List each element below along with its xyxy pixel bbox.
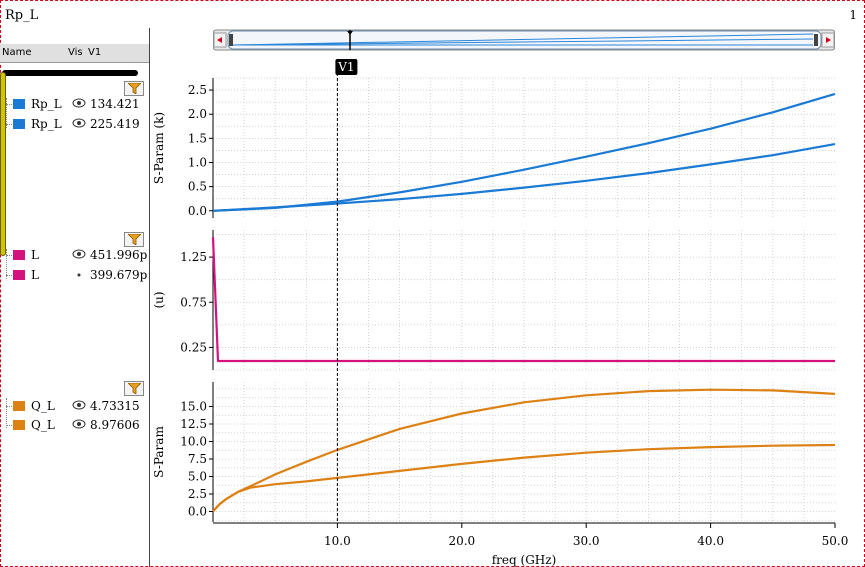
- y-tick-label: 1.25: [180, 250, 207, 264]
- selected-group-bar[interactable]: [0, 72, 6, 256]
- cursor-label: V1: [337, 60, 354, 74]
- y-axis-label: (u): [152, 291, 166, 308]
- cursor-value: 4.73315: [90, 399, 140, 413]
- cursor-label-box[interactable]: [335, 59, 358, 75]
- overview-trace: [232, 38, 814, 46]
- x-tick-label: 30.0: [573, 534, 600, 548]
- cursor-value: 451.996p: [90, 248, 148, 262]
- col-v1-header[interactable]: V1: [88, 47, 102, 58]
- color-swatch: [13, 250, 25, 260]
- y-tick-label: 12.5: [180, 417, 207, 431]
- y-tick-label: 0.0: [188, 505, 207, 519]
- y-tick-label: 7.5: [188, 452, 207, 466]
- signal-row[interactable]: Q_L 4.73315: [6, 398, 146, 416]
- eye-icon[interactable]: [72, 398, 86, 415]
- window-number: 1: [849, 8, 857, 22]
- color-swatch: [13, 401, 25, 411]
- right-arrow-icon: [826, 37, 831, 43]
- hidden-dot-icon[interactable]: [72, 267, 86, 284]
- thumb-right-handle[interactable]: [814, 34, 818, 46]
- tree-line: [6, 249, 7, 279]
- cursor-value: 134.421: [90, 97, 140, 111]
- signal-browser: Name Vis V1 Rp_L 134.421 Rp_L 225.419 L …: [0, 28, 150, 567]
- x-tick-label: 40.0: [697, 534, 724, 548]
- y-tick-label: 15.0: [180, 400, 207, 414]
- signal-row[interactable]: Rp_L 134.421: [6, 96, 146, 114]
- eye-icon[interactable]: [72, 116, 86, 133]
- tree-line: [6, 398, 7, 428]
- group-bar[interactable]: [2, 70, 138, 76]
- col-vis-header[interactable]: Vis: [68, 47, 83, 58]
- x-tick-label: 20.0: [448, 534, 475, 548]
- cursor-value: 399.679p: [90, 268, 148, 282]
- color-swatch: [13, 420, 25, 430]
- y-tick-label: 0.0: [188, 204, 207, 218]
- signal-row[interactable]: L 451.996p: [6, 247, 148, 265]
- overview-scroller[interactable]: [213, 28, 835, 52]
- window-title: Rp_L: [5, 8, 39, 23]
- y-tick-label: 1.0: [188, 155, 207, 169]
- y-tick-label: 10.0: [180, 435, 207, 449]
- col-name-header[interactable]: Name: [2, 47, 32, 58]
- signal-name: L: [31, 268, 39, 282]
- color-swatch: [13, 270, 25, 280]
- y-tick-label: 1.5: [188, 131, 207, 145]
- overview-trace: [232, 33, 814, 46]
- column-header: Name Vis V1: [0, 44, 149, 63]
- y-tick-label: 5.0: [188, 470, 207, 484]
- filter-icon[interactable]: [124, 381, 144, 396]
- filter-icon[interactable]: [124, 232, 144, 247]
- signal-row[interactable]: Q_L 8.97606: [6, 417, 146, 435]
- eye-icon[interactable]: [72, 417, 86, 434]
- y-tick-label: 2.5: [188, 487, 207, 501]
- x-tick-label: 50.0: [822, 534, 849, 548]
- series-line[interactable]: [211, 237, 835, 363]
- eye-icon[interactable]: [72, 247, 86, 264]
- eye-icon[interactable]: [72, 96, 86, 113]
- x-axis-label: freq (GHz): [492, 553, 557, 567]
- color-swatch: [13, 119, 25, 129]
- series-line[interactable]: [212, 143, 836, 212]
- cursor-marker-icon: [347, 31, 353, 35]
- signal-name: Q_L: [31, 418, 55, 432]
- filter-icon[interactable]: [124, 81, 144, 96]
- signal-name: Rp_L: [31, 97, 62, 111]
- signal-row[interactable]: Rp_L 225.419: [6, 116, 146, 134]
- color-swatch: [13, 99, 25, 109]
- signal-name: Rp_L: [31, 117, 62, 131]
- cursor-value: 225.419: [90, 117, 140, 131]
- thumb-left-handle[interactable]: [229, 34, 233, 46]
- y-axis-label: S-Param: [152, 426, 166, 478]
- signal-name: Q_L: [31, 399, 55, 413]
- cursor-value: 8.97606: [90, 418, 140, 432]
- y-tick-label: 0.5: [188, 180, 207, 194]
- y-tick-label: 0.75: [180, 295, 207, 309]
- y-tick-label: 2.5: [188, 83, 207, 97]
- tree-line: [6, 98, 7, 128]
- y-tick-label: 0.25: [180, 340, 207, 354]
- signal-name: L: [31, 248, 39, 262]
- signal-row[interactable]: L 399.679p: [6, 267, 148, 285]
- x-tick-label: 10.0: [324, 534, 351, 548]
- y-axis-label: S-Param (k): [152, 112, 166, 184]
- y-tick-label: 2.0: [188, 107, 207, 121]
- series-line[interactable]: [212, 443, 836, 513]
- left-arrow-icon: [217, 37, 222, 43]
